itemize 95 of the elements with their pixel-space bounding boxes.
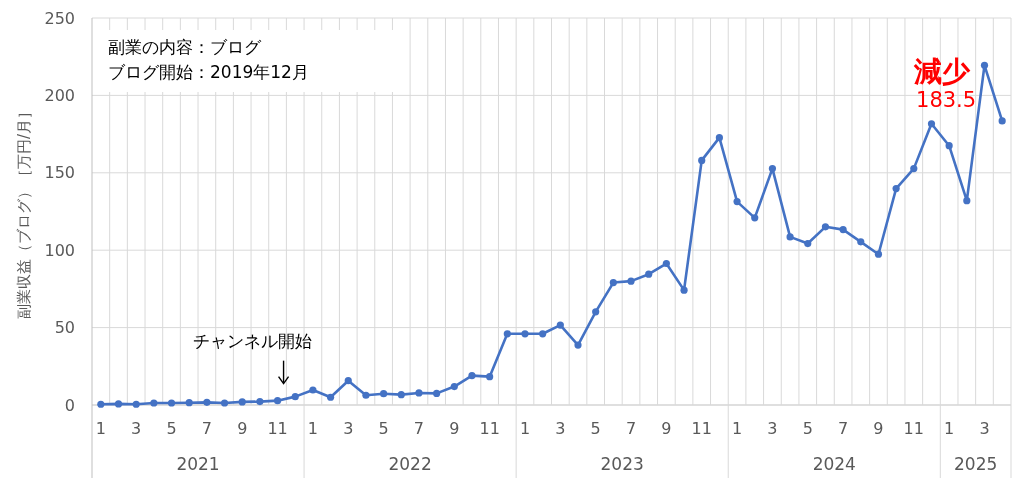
point <box>167 399 176 407</box>
x-tick-label: 5 <box>590 418 601 438</box>
x-tick-label: 7 <box>201 418 212 438</box>
point <box>114 400 123 408</box>
text: 2022 <box>388 453 432 474</box>
point <box>680 286 688 294</box>
text: 2023 <box>600 453 644 474</box>
point <box>733 197 741 206</box>
point <box>486 373 494 381</box>
point <box>344 377 352 385</box>
x-tick-label: 11 <box>691 418 712 438</box>
point <box>185 399 193 407</box>
y-tick-label: 250 <box>44 8 75 28</box>
x-tick-label: 5 <box>166 418 177 438</box>
x-tick-label: 5 <box>378 418 389 438</box>
x-tick-label: 3 <box>979 418 990 438</box>
text: 2021 <box>176 453 220 474</box>
point <box>150 399 158 407</box>
point <box>892 184 900 193</box>
point <box>220 399 229 407</box>
x-tick-label: 3 <box>767 418 778 438</box>
point <box>309 386 317 394</box>
x-tick-label: 7 <box>413 418 425 438</box>
x-tick-label: 7 <box>838 418 849 438</box>
point <box>132 400 140 408</box>
x-tick-label: 9 <box>661 418 672 438</box>
annotation: チャンネル開始 <box>193 330 313 351</box>
x-tick-label: 11 <box>903 418 924 438</box>
x-tick-label: 9 <box>873 418 884 438</box>
point <box>804 239 812 248</box>
point <box>945 142 953 150</box>
x-tick-label: 1 <box>95 418 106 438</box>
point <box>698 156 706 165</box>
text: 2024 <box>812 453 856 474</box>
x-tick-label: 11 <box>267 418 288 438</box>
point <box>256 397 264 406</box>
point <box>627 277 635 285</box>
point <box>839 226 847 234</box>
y-tick-label: 200 <box>44 86 75 105</box>
x-tick-label: 11 <box>479 418 500 438</box>
x-tick-label: 1 <box>944 418 955 438</box>
point <box>203 398 211 406</box>
point <box>980 61 989 69</box>
point <box>380 390 388 398</box>
annotation: ブログ開始：2019年12月 <box>108 61 309 82</box>
point <box>821 223 830 231</box>
y-axis-title: 副業収益（ブログ）［万円/月］ <box>15 103 34 320</box>
text: 2025 <box>954 453 998 474</box>
x-tick-label: 9 <box>449 418 460 438</box>
point <box>238 398 246 406</box>
point <box>362 391 370 399</box>
point <box>556 321 564 329</box>
y-tick-label: 150 <box>44 163 75 183</box>
point <box>910 165 918 173</box>
point <box>415 389 423 397</box>
point <box>874 250 883 258</box>
point <box>539 330 547 338</box>
data-label: 183.5 <box>916 87 977 112</box>
point <box>715 134 723 142</box>
x-tick-label: 3 <box>343 418 354 438</box>
point <box>751 214 759 222</box>
point <box>450 382 458 391</box>
x-tick-label: 3 <box>555 418 566 438</box>
point <box>433 389 441 397</box>
point <box>768 165 777 173</box>
y-tick-label: 0 <box>64 395 75 415</box>
point <box>645 270 653 278</box>
annotation: 減少 <box>913 54 972 88</box>
x-tick-label: 9 <box>237 418 248 438</box>
point <box>521 330 529 338</box>
point <box>574 341 582 349</box>
point <box>662 259 670 268</box>
point <box>468 371 476 380</box>
point <box>998 117 1006 125</box>
point <box>592 308 600 316</box>
annotation: 副業の内容：ブログ <box>108 36 262 57</box>
point <box>326 393 335 401</box>
point <box>609 278 617 287</box>
point <box>963 197 971 205</box>
y-tick-label: 100 <box>44 240 75 260</box>
point <box>291 393 299 401</box>
point <box>927 120 936 128</box>
x-tick-label: 1 <box>307 418 319 438</box>
point <box>503 330 511 338</box>
point <box>397 391 405 399</box>
point <box>857 238 865 246</box>
x-tick-label: 5 <box>802 418 813 438</box>
x-tick-label: 7 <box>625 418 637 438</box>
x-tick-label: 1 <box>731 418 743 438</box>
x-tick-label: 3 <box>131 418 142 438</box>
y-tick-label: 50 <box>54 318 75 338</box>
point <box>786 233 794 241</box>
point <box>273 397 282 405</box>
point <box>97 400 105 408</box>
x-tick-label: 1 <box>519 418 531 438</box>
